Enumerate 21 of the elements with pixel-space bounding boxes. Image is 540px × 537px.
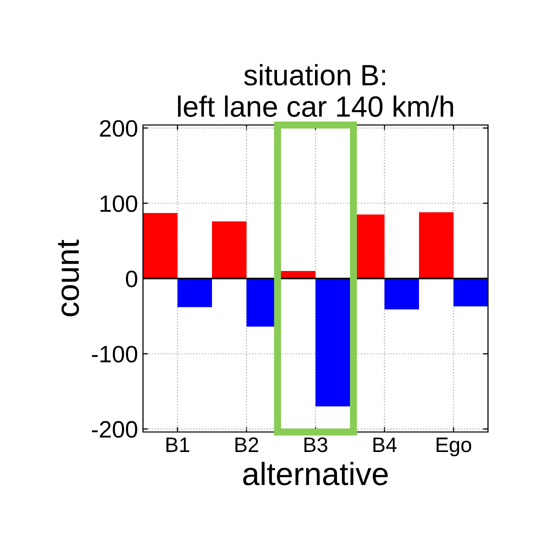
x-tick-label: B2 [235,437,258,452]
bar [384,278,419,310]
chart-title: situation B: left lane car 140 km/h [178,64,454,117]
bar [316,278,350,406]
y-tick-label: 200 [100,120,138,137]
bar [178,278,212,308]
x-axis-title: alternative [243,462,388,486]
bar [454,278,488,306]
bar [143,213,178,278]
y-tick-label: 100 [100,195,138,212]
x-tick-label: B1 [166,438,190,452]
y-tick-label: -200 [92,421,138,438]
x-tick-label: Ego [436,438,472,456]
y-tick-label: 0 [126,270,138,288]
x-tick-label: B3 [304,437,328,452]
bar [212,221,246,278]
bar [281,270,316,278]
x-tick-label: B4 [373,438,397,452]
bar [419,212,454,278]
y-axis-title: count [58,240,80,316]
y-tick-label: -100 [92,346,138,363]
